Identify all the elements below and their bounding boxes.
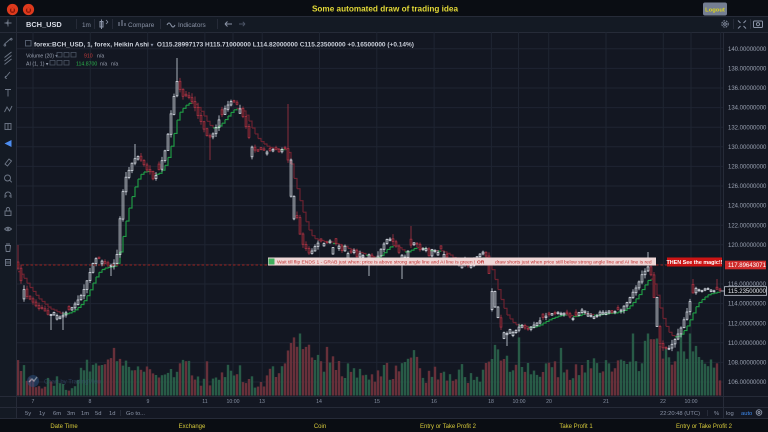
svg-text:7: 7 [32, 399, 35, 405]
svg-text:130.00000000: 130.00000000 [728, 145, 767, 151]
svg-text:16: 16 [431, 399, 437, 405]
svg-text:3m: 3m [67, 411, 75, 417]
svg-text:108.00000000: 108.00000000 [728, 361, 767, 367]
svg-text:Coin: Coin [314, 424, 326, 430]
svg-text:draw shorts just when price st: draw shorts just when price still below … [495, 260, 652, 266]
svg-text:Indicators: Indicators [178, 22, 206, 29]
svg-text:Chart by TradingView: Chart by TradingView [44, 380, 102, 386]
svg-text:115.23500000: 115.23500000 [728, 289, 767, 295]
svg-text:122.00000000: 122.00000000 [728, 223, 767, 229]
svg-text:n/a: n/a [97, 53, 104, 59]
svg-text:22: 22 [660, 399, 666, 405]
svg-text:log: log [726, 411, 734, 417]
svg-text:Exchange: Exchange [179, 424, 206, 430]
svg-text:n/a: n/a [100, 61, 107, 67]
svg-text:1m: 1m [81, 411, 89, 417]
svg-text:114.00000000: 114.00000000 [728, 302, 767, 308]
svg-text:Take Profit 1: Take Profit 1 [559, 424, 593, 430]
svg-text:OR: OR [477, 260, 485, 266]
svg-text:5y: 5y [25, 411, 31, 417]
svg-text:Some automated draw of trading: Some automated draw of trading idea [312, 5, 458, 14]
svg-text:910: 910 [84, 53, 93, 59]
svg-text:Date Time: Date Time [50, 424, 78, 430]
svg-text:124.00000000: 124.00000000 [728, 204, 767, 210]
svg-text:THEN See the magic!!: THEN See the magic!! [666, 260, 722, 266]
svg-text:forex:BCH_USD, 1, forex, Heiki: forex:BCH_USD, 1, forex, Heikin Ashi ▾ O… [34, 41, 414, 48]
svg-text:Volume (20) ▾: Volume (20) ▾ [26, 53, 58, 59]
svg-text:112.00000000: 112.00000000 [728, 321, 767, 327]
svg-text:9: 9 [147, 399, 150, 405]
svg-text:138.00000000: 138.00000000 [728, 67, 767, 73]
svg-text:117.89643071: 117.89643071 [728, 263, 767, 269]
svg-text:8: 8 [89, 399, 92, 405]
svg-text:Entry or Take Profit 2: Entry or Take Profit 2 [420, 424, 477, 430]
svg-text:21: 21 [603, 399, 609, 405]
svg-text:10:00: 10:00 [513, 399, 526, 405]
svg-text:1d: 1d [109, 411, 115, 417]
svg-text:120.00000000: 120.00000000 [728, 243, 767, 249]
svg-text:14: 14 [316, 399, 322, 405]
svg-text:13: 13 [259, 399, 265, 405]
svg-text:Compare: Compare [128, 22, 155, 29]
svg-text:114.8700: 114.8700 [76, 61, 97, 67]
svg-text:11: 11 [202, 399, 207, 405]
svg-text:140.00000000: 140.00000000 [728, 47, 767, 53]
svg-text:18: 18 [488, 399, 494, 405]
svg-text:106.00000000: 106.00000000 [728, 380, 767, 386]
svg-text:116.00000000: 116.00000000 [728, 282, 767, 288]
svg-text:20: 20 [546, 399, 552, 405]
svg-text:Logout: Logout [705, 8, 725, 14]
svg-text:134.00000000: 134.00000000 [728, 106, 767, 112]
svg-text:Entry or Take Profit 2: Entry or Take Profit 2 [676, 424, 733, 430]
svg-text:110.00000000: 110.00000000 [728, 341, 767, 347]
svg-text:136.00000000: 136.00000000 [728, 86, 767, 92]
svg-text:1m: 1m [82, 22, 91, 29]
svg-text:Wait till flip ENDS 1 - GRA: Wait till flip ENDS 1 - GRAB just when: … [277, 260, 475, 266]
svg-text:1y: 1y [39, 411, 45, 417]
svg-text:6m: 6m [53, 411, 61, 417]
svg-text:5d: 5d [95, 411, 101, 417]
svg-text:auto: auto [741, 411, 752, 417]
svg-text:%: % [714, 411, 719, 417]
svg-text:Go to...: Go to... [126, 411, 145, 417]
svg-text:132.00000000: 132.00000000 [728, 125, 767, 131]
svg-text:15: 15 [374, 399, 380, 405]
svg-text:10:00: 10:00 [227, 399, 240, 405]
svg-text:128.00000000: 128.00000000 [728, 165, 767, 171]
svg-text:126.00000000: 126.00000000 [728, 184, 767, 190]
svg-text:22:20:48 (UTC): 22:20:48 (UTC) [660, 411, 700, 417]
svg-text:n/a: n/a [111, 61, 118, 67]
svg-text:AI (1, 1) ▾: AI (1, 1) ▾ [26, 61, 49, 67]
svg-text:10:00: 10:00 [685, 399, 698, 405]
svg-text:BCH_USD: BCH_USD [26, 20, 62, 29]
